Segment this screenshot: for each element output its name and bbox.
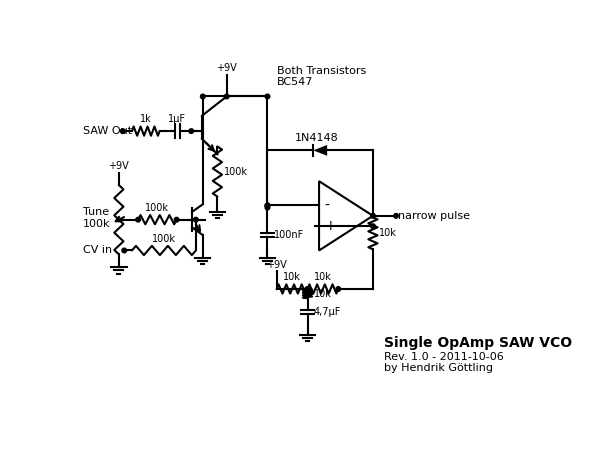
Circle shape bbox=[174, 217, 179, 222]
Text: by Hendrik Göttling: by Hendrik Göttling bbox=[385, 363, 493, 373]
Circle shape bbox=[305, 287, 310, 291]
Text: narrow pulse: narrow pulse bbox=[398, 211, 470, 221]
Text: SAW Out: SAW Out bbox=[83, 126, 132, 136]
Text: 4,7μF: 4,7μF bbox=[314, 307, 341, 317]
Text: +9V: +9V bbox=[216, 64, 237, 74]
Text: 100nF: 100nF bbox=[274, 230, 304, 240]
Circle shape bbox=[265, 203, 270, 208]
Circle shape bbox=[336, 287, 341, 291]
Circle shape bbox=[224, 94, 229, 99]
Text: BC547: BC547 bbox=[277, 77, 313, 87]
Text: 10k: 10k bbox=[283, 272, 301, 282]
Text: 100k: 100k bbox=[224, 166, 248, 176]
Polygon shape bbox=[313, 145, 327, 156]
Text: CV in: CV in bbox=[83, 245, 112, 255]
Text: 1μF: 1μF bbox=[169, 114, 187, 124]
Text: 100k: 100k bbox=[152, 234, 176, 244]
Text: 1k: 1k bbox=[140, 114, 152, 124]
Circle shape bbox=[200, 94, 205, 99]
Text: 100k: 100k bbox=[145, 203, 169, 213]
Text: Rev. 1.0 - 2011-10-06: Rev. 1.0 - 2011-10-06 bbox=[385, 352, 504, 362]
Text: +9V: +9V bbox=[266, 260, 287, 270]
Text: Tune: Tune bbox=[83, 207, 109, 217]
Circle shape bbox=[265, 94, 270, 99]
Text: 1N4148: 1N4148 bbox=[295, 133, 338, 143]
Text: 10k: 10k bbox=[379, 228, 397, 238]
Circle shape bbox=[194, 217, 198, 222]
Circle shape bbox=[265, 203, 270, 208]
Text: 10k: 10k bbox=[314, 272, 332, 282]
Circle shape bbox=[371, 213, 375, 218]
Text: Single OpAmp SAW VCO: Single OpAmp SAW VCO bbox=[385, 336, 572, 350]
Text: Both Transistors: Both Transistors bbox=[277, 66, 366, 76]
Circle shape bbox=[189, 129, 194, 133]
Circle shape bbox=[265, 205, 270, 210]
Text: -: - bbox=[325, 198, 329, 212]
Text: 10k: 10k bbox=[314, 289, 332, 299]
Text: +9V: +9V bbox=[109, 161, 129, 171]
Circle shape bbox=[136, 217, 140, 222]
Text: +: + bbox=[325, 219, 336, 233]
Circle shape bbox=[122, 248, 127, 253]
Text: 100k: 100k bbox=[83, 219, 110, 229]
Circle shape bbox=[121, 129, 125, 133]
Circle shape bbox=[371, 224, 375, 229]
Circle shape bbox=[394, 213, 398, 218]
